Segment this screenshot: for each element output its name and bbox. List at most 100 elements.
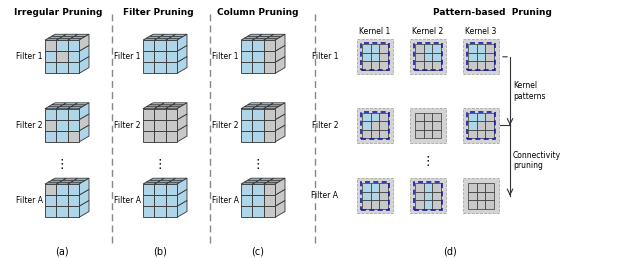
Bar (45, 109, 56, 120)
Polygon shape (56, 38, 71, 40)
Bar (463, 178, 499, 213)
Text: Filter 1: Filter 1 (17, 52, 43, 61)
Bar (264, 51, 275, 62)
Bar (463, 108, 499, 143)
Bar (380, 183, 388, 192)
Polygon shape (248, 34, 262, 36)
Polygon shape (143, 107, 157, 109)
Polygon shape (60, 105, 74, 107)
Bar (468, 53, 477, 61)
Polygon shape (74, 178, 89, 180)
Bar (252, 184, 264, 195)
Polygon shape (177, 45, 187, 62)
Bar (68, 109, 79, 120)
Polygon shape (63, 178, 77, 180)
Bar (264, 109, 275, 120)
Polygon shape (267, 180, 282, 182)
Polygon shape (52, 178, 67, 180)
Text: Filter 1: Filter 1 (212, 52, 239, 61)
Text: Column Pruning: Column Pruning (217, 8, 299, 17)
Bar (252, 120, 264, 131)
Polygon shape (161, 178, 175, 180)
Bar (424, 192, 433, 200)
Polygon shape (172, 103, 187, 105)
Bar (380, 53, 388, 61)
Bar (380, 61, 388, 69)
Bar (362, 192, 371, 200)
Polygon shape (241, 182, 255, 184)
Bar (166, 40, 177, 51)
Bar (166, 195, 177, 206)
Polygon shape (252, 107, 267, 109)
Bar (166, 131, 177, 142)
Bar (468, 121, 477, 130)
Bar (252, 40, 264, 51)
Bar (56, 62, 68, 74)
Bar (424, 53, 433, 61)
Bar (410, 39, 446, 74)
Polygon shape (150, 178, 164, 180)
Polygon shape (56, 107, 71, 109)
Bar (433, 121, 441, 130)
Bar (45, 51, 56, 62)
Bar (380, 121, 388, 130)
Bar (380, 192, 388, 200)
Bar (371, 200, 380, 208)
Bar (241, 131, 252, 142)
Bar (477, 121, 485, 130)
Bar (143, 184, 154, 195)
Bar (468, 44, 477, 53)
Bar (485, 44, 494, 53)
Polygon shape (161, 103, 175, 105)
Bar (485, 130, 494, 138)
Bar (56, 51, 68, 62)
Bar (252, 195, 264, 206)
Bar (264, 131, 275, 142)
Bar (410, 178, 446, 213)
Polygon shape (60, 36, 74, 38)
Bar (357, 39, 393, 74)
Bar (410, 108, 446, 143)
Polygon shape (177, 114, 187, 131)
Text: ⋮: ⋮ (56, 158, 68, 171)
Bar (252, 109, 264, 120)
Polygon shape (45, 107, 60, 109)
Bar (56, 184, 68, 195)
Polygon shape (79, 178, 89, 195)
Bar (414, 182, 442, 209)
Polygon shape (74, 103, 89, 105)
Bar (362, 112, 371, 121)
Polygon shape (79, 103, 89, 120)
Bar (154, 109, 166, 120)
Bar (241, 195, 252, 206)
Bar (68, 184, 79, 195)
Bar (424, 61, 433, 69)
Bar (414, 43, 442, 70)
Polygon shape (275, 103, 285, 120)
Polygon shape (169, 180, 184, 182)
Polygon shape (45, 38, 60, 40)
Bar (143, 62, 154, 74)
Bar (361, 43, 389, 70)
Bar (371, 192, 380, 200)
Polygon shape (68, 107, 83, 109)
Bar (143, 51, 154, 62)
Bar (415, 44, 424, 53)
Bar (485, 121, 494, 130)
Bar (252, 131, 264, 142)
Polygon shape (252, 182, 267, 184)
Text: ⋮: ⋮ (252, 158, 264, 171)
Bar (468, 61, 477, 69)
Text: ⋮: ⋮ (422, 155, 435, 168)
Polygon shape (264, 38, 278, 40)
Bar (362, 121, 371, 130)
Text: (a): (a) (55, 247, 69, 257)
Bar (241, 120, 252, 131)
Text: Kernel
patterns: Kernel patterns (513, 81, 545, 101)
Polygon shape (255, 180, 270, 182)
Bar (357, 178, 393, 213)
Polygon shape (49, 36, 63, 38)
Polygon shape (275, 178, 285, 195)
Polygon shape (45, 182, 60, 184)
Polygon shape (79, 45, 89, 62)
